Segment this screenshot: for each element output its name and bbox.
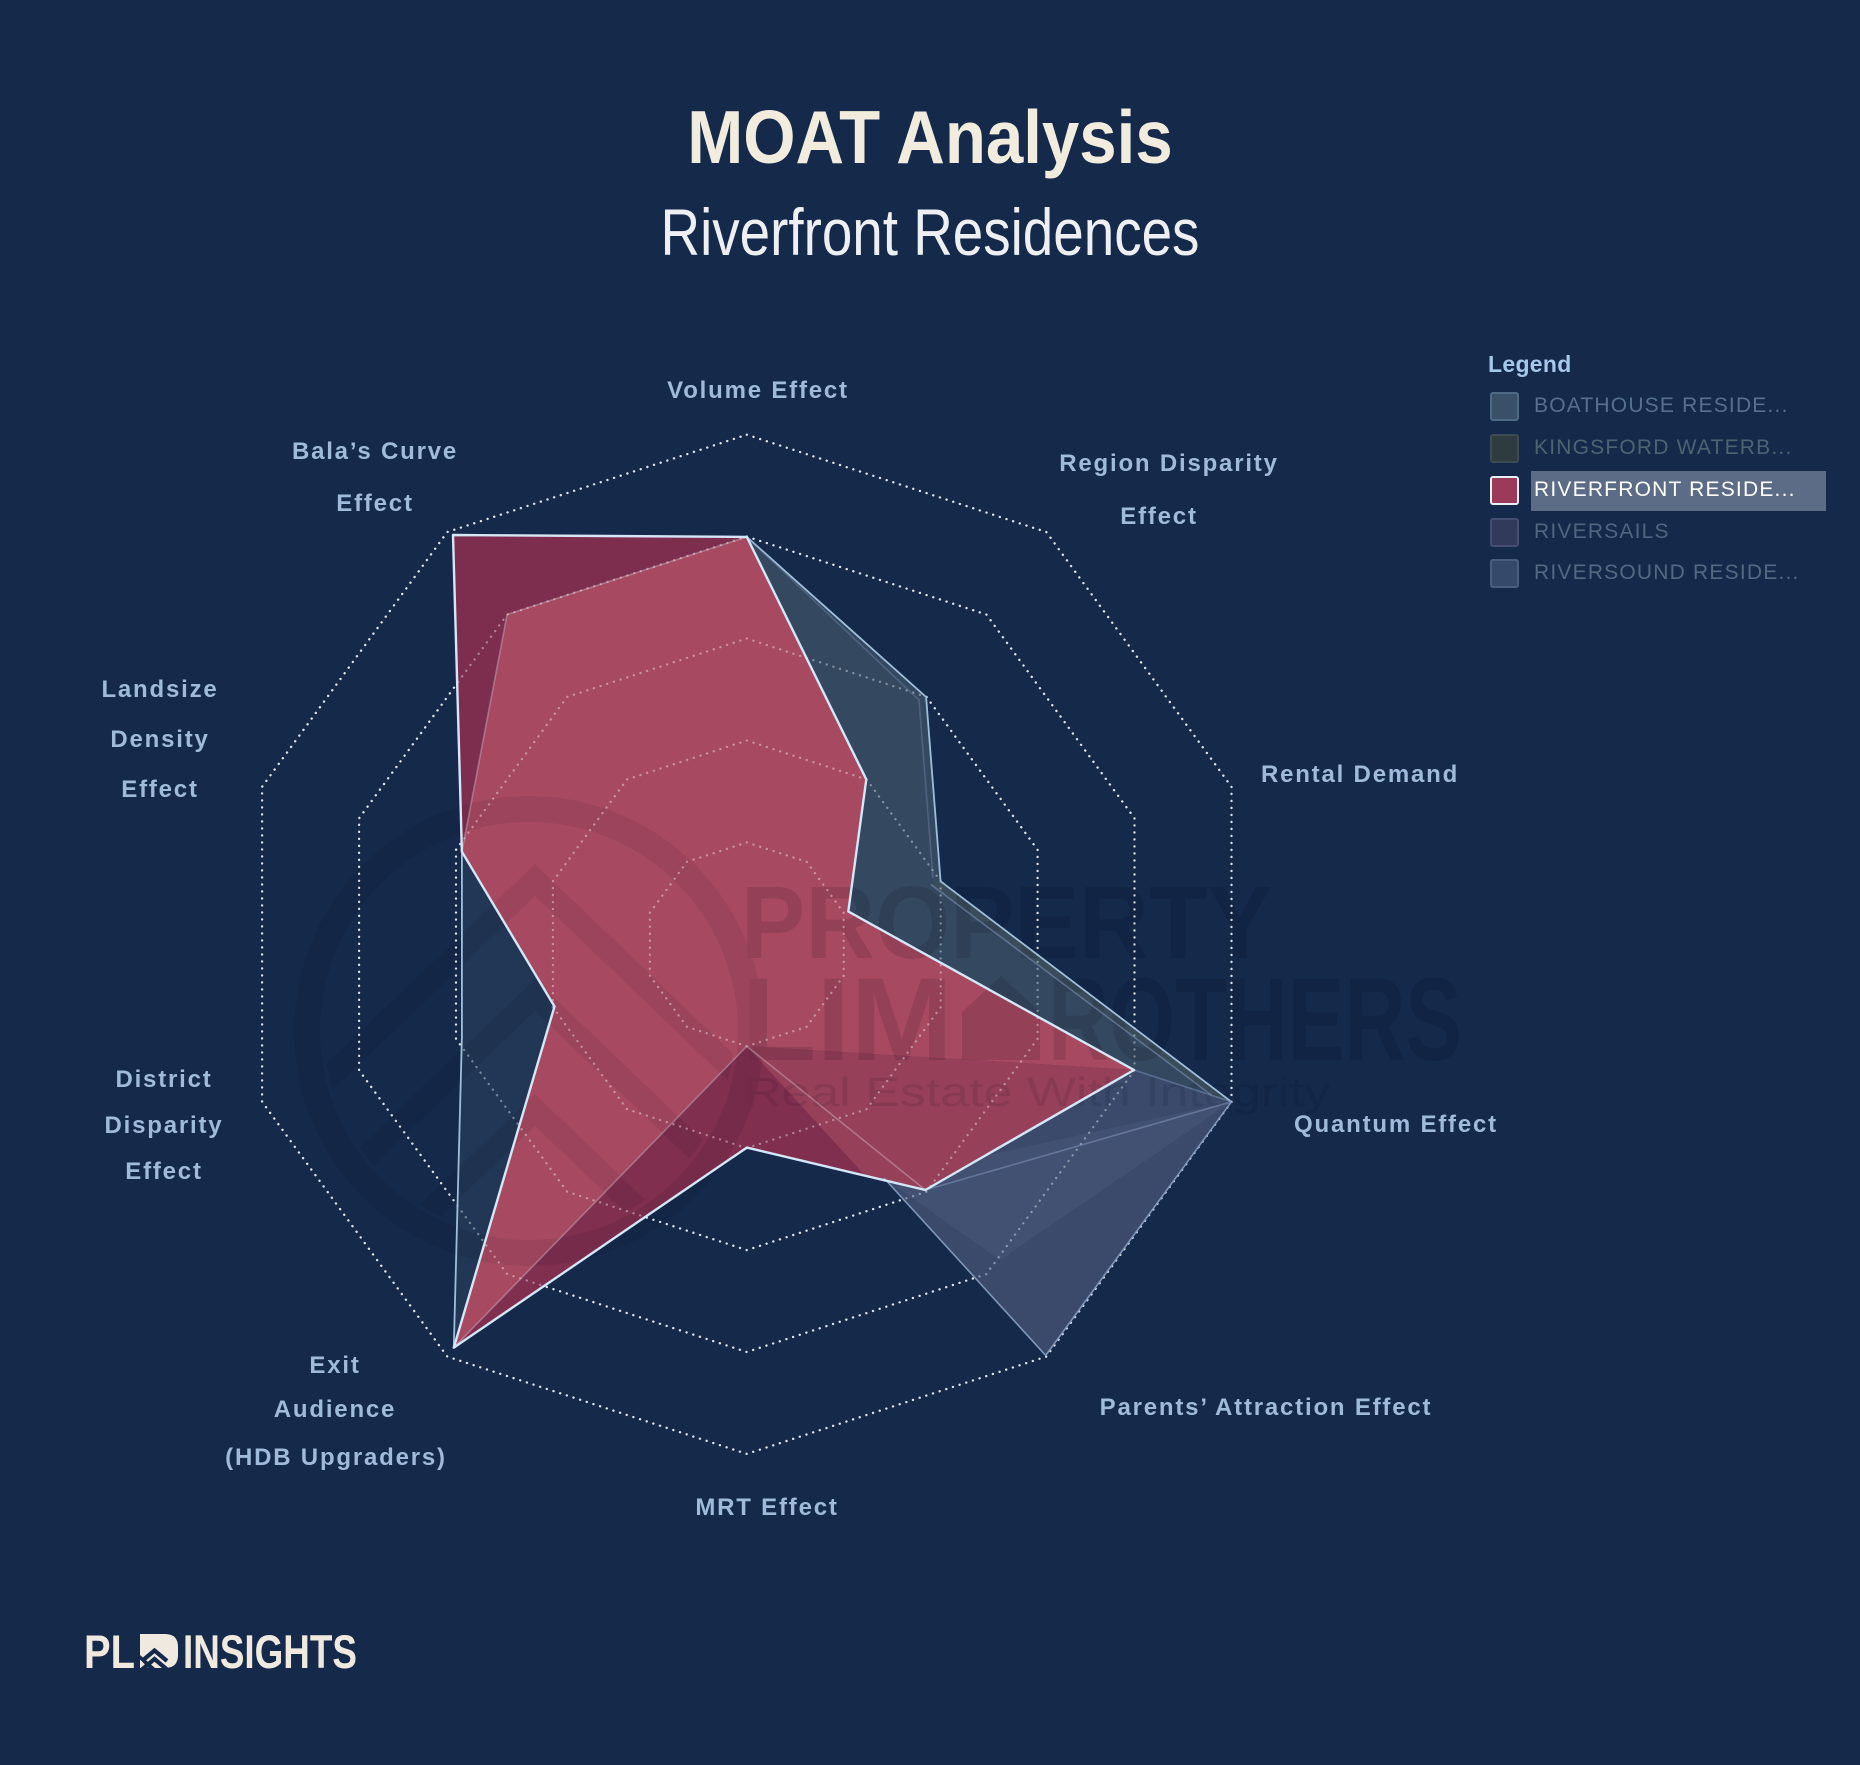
svg-text:PROPERTY: PROPERTY	[741, 865, 1272, 980]
svg-text:ROTHERS: ROTHERS	[1048, 954, 1462, 1086]
svg-text:PL: PL	[84, 1628, 135, 1678]
svg-text:INSIGHTS: INSIGHTS	[183, 1628, 357, 1678]
svg-text:LIM: LIM	[741, 954, 953, 1086]
svg-text:Real Estate With Integrity: Real Estate With Integrity	[744, 1069, 1331, 1115]
